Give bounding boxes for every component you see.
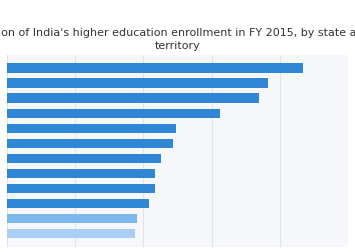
Bar — [7, 214, 137, 223]
Bar — [7, 169, 155, 178]
Bar — [7, 139, 173, 148]
Bar — [7, 229, 135, 238]
Bar — [7, 64, 304, 73]
Bar — [7, 124, 176, 133]
Title: Distribution of India's higher education enrollment in FY 2015, by state and uni: Distribution of India's higher education… — [0, 27, 355, 50]
Bar — [7, 109, 220, 118]
Bar — [7, 94, 259, 103]
Bar — [7, 154, 161, 163]
Bar — [7, 199, 149, 208]
Bar — [7, 184, 155, 193]
Bar — [7, 79, 268, 88]
